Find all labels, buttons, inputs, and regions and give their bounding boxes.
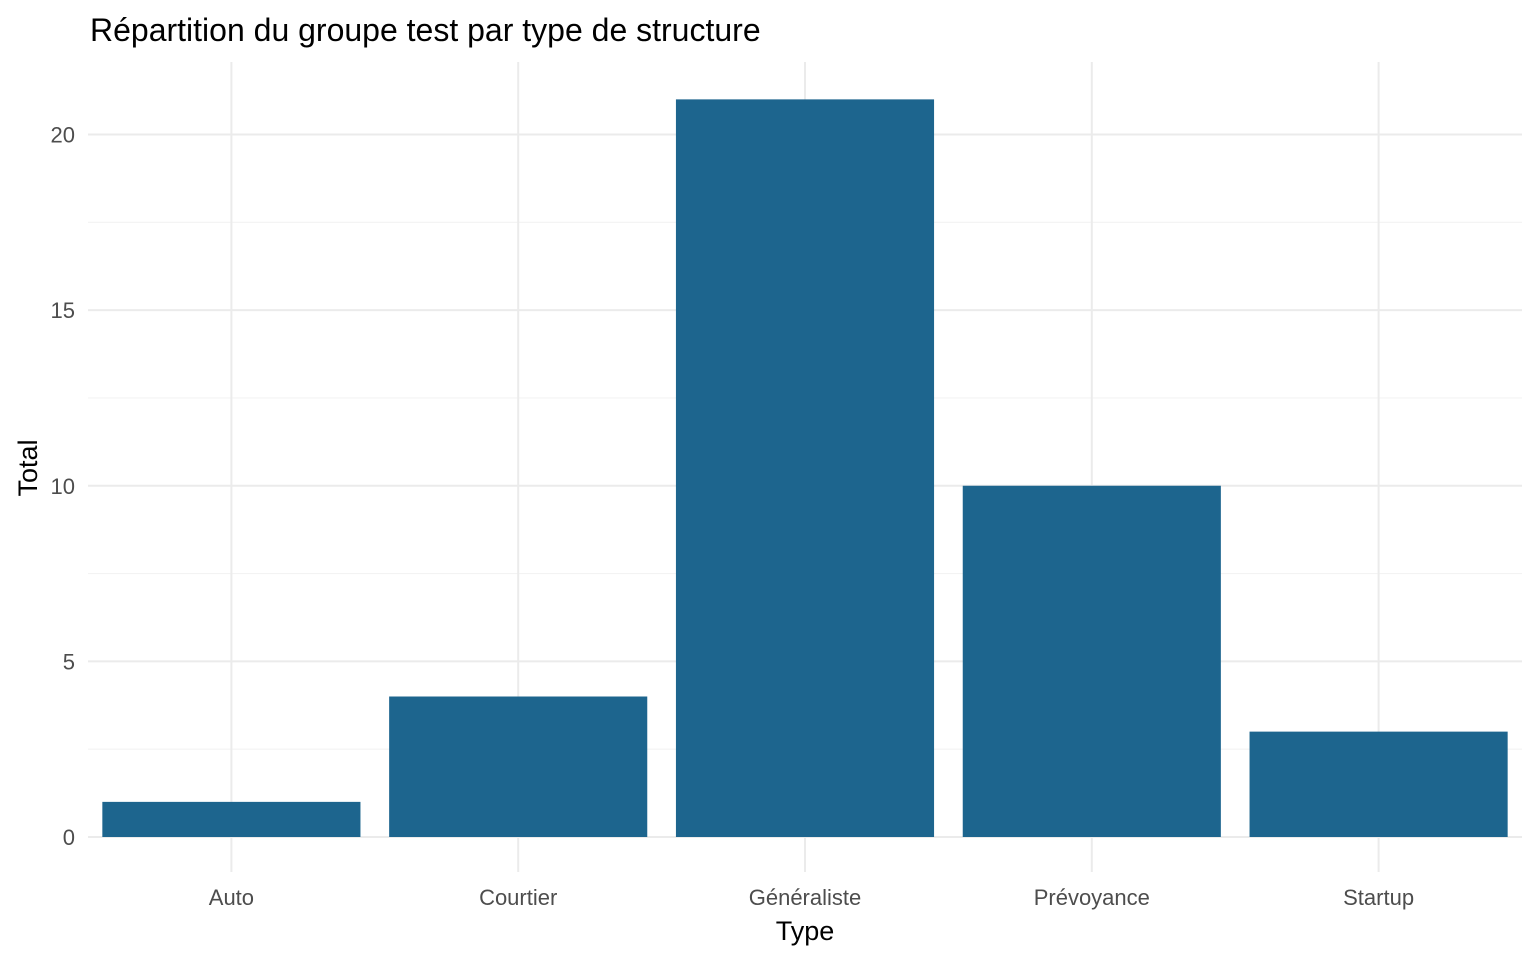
y-axis-title: Total [13,439,43,496]
bar-prévoyance [962,485,1221,837]
bars-layer [102,99,1508,837]
y-tick-label: 20 [51,123,75,148]
x-tick-label: Startup [1343,885,1414,910]
x-tick-label: Généraliste [749,885,862,910]
x-tick-label: Courtier [479,885,557,910]
x-tick-label: Prévoyance [1034,885,1150,910]
chart-title: Répartition du groupe test par type de s… [90,12,761,48]
bar-startup [1249,731,1508,837]
y-tick-label: 5 [63,649,75,674]
bar-courtier [389,696,648,837]
y-tick-label: 0 [63,825,75,850]
bar-auto [102,801,361,837]
tick-labels-layer: 0 5 10 15 20 Auto Courtier Généraliste Prévoyanc… [51,123,1415,911]
x-axis-title: Type [776,916,835,946]
y-tick-label: 10 [51,474,75,499]
bar-généraliste [675,99,935,837]
y-tick-label: 15 [51,298,75,323]
x-tick-label: Auto [209,885,254,910]
